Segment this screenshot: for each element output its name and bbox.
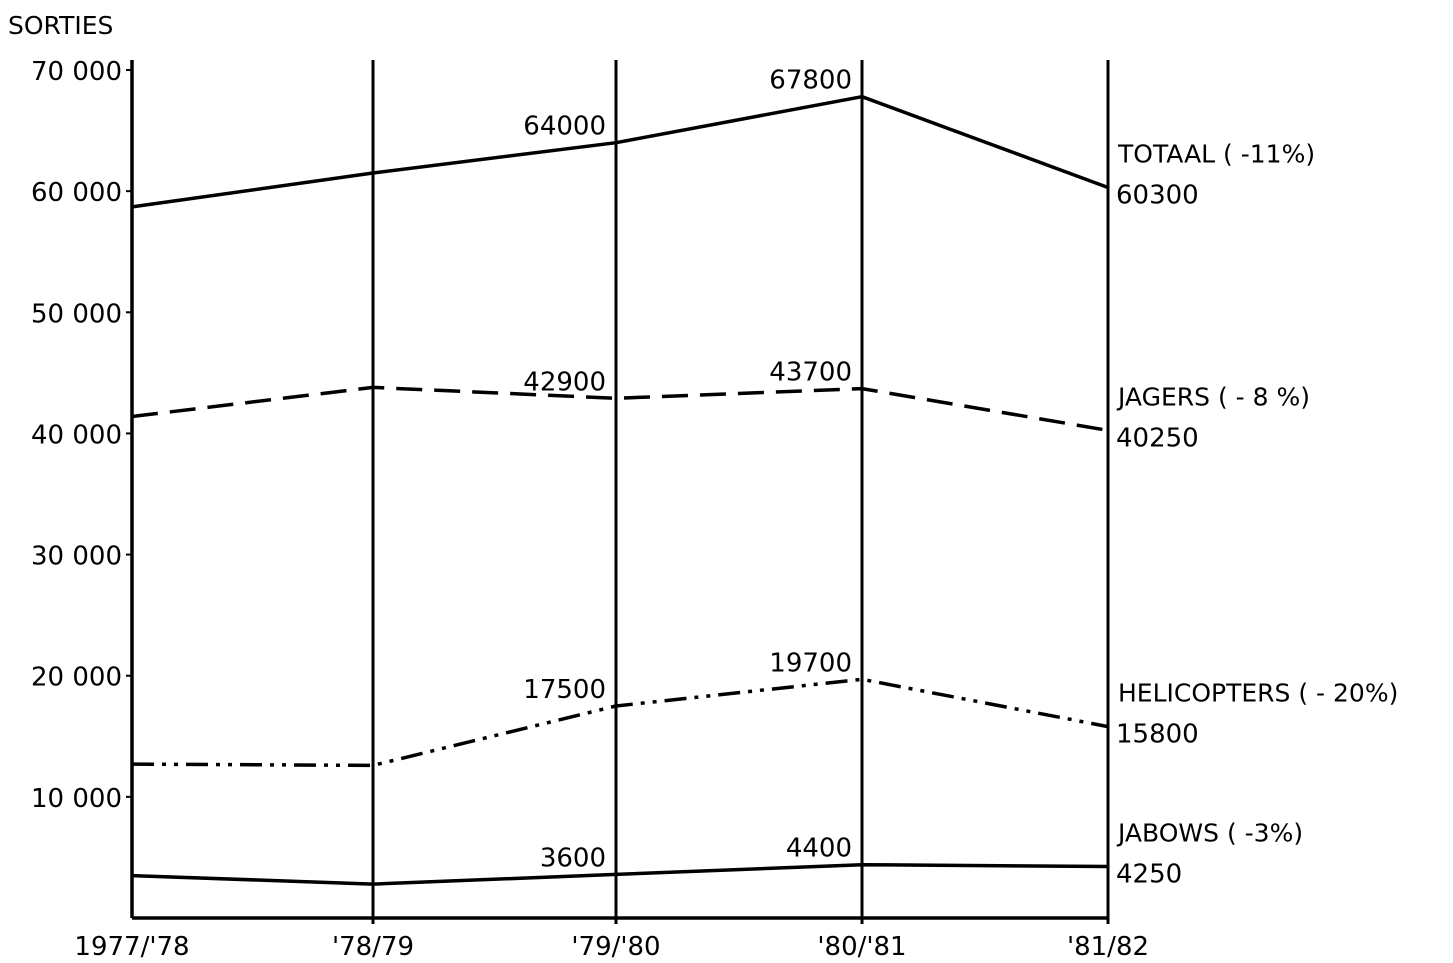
y-tick-label-30000: 30 000 bbox=[31, 542, 122, 572]
point-label-jabows-3: 3600 bbox=[540, 843, 606, 873]
series-line-totaal bbox=[131, 94, 1109, 209]
x-tick-label-4: '80/'81 bbox=[817, 932, 906, 962]
series-legend-jabows: JABOWS ( -3%) bbox=[1116, 819, 1303, 848]
series-line-jagers bbox=[131, 385, 1109, 433]
point-label-helicopters-4: 19700 bbox=[769, 648, 852, 678]
series-line-jabows bbox=[131, 862, 1109, 886]
series-legend-jagers: JAGERS ( - 8 %) bbox=[1116, 382, 1310, 411]
point-label-totaal-4: 67800 bbox=[769, 66, 852, 96]
x-tick-label-5: '81/82 bbox=[1067, 932, 1149, 962]
point-label-jagers-4: 43700 bbox=[769, 358, 852, 388]
y-tick-label-20000: 20 000 bbox=[31, 663, 122, 693]
point-label-jabows-5: 4250 bbox=[1116, 860, 1182, 890]
y-tick-label-10000: 10 000 bbox=[31, 784, 122, 814]
series-legend-totaal: TOTAAL ( -11%) bbox=[1117, 140, 1315, 169]
y-tick-label-70000: 70 000 bbox=[31, 57, 122, 87]
series-legend-helicopters: HELICOPTERS ( - 20%) bbox=[1118, 679, 1398, 708]
point-label-helicopters-5: 15800 bbox=[1116, 720, 1199, 750]
point-label-totaal-3: 64000 bbox=[523, 112, 606, 142]
point-label-jagers-5: 40250 bbox=[1116, 423, 1199, 453]
x-tick-label-1: 1977/'78 bbox=[74, 932, 189, 962]
point-label-jagers-3: 42900 bbox=[523, 367, 606, 397]
series-line-helicopters bbox=[131, 677, 1109, 768]
x-tick-label-3: '79/'80 bbox=[571, 932, 660, 962]
y-tick-label-40000: 40 000 bbox=[31, 420, 122, 450]
y-tick-label-50000: 50 000 bbox=[31, 299, 122, 329]
point-label-jabows-4: 4400 bbox=[786, 834, 852, 864]
y-tick-label-60000: 60 000 bbox=[31, 178, 122, 208]
point-label-helicopters-3: 17500 bbox=[523, 675, 606, 705]
x-tick-label-2: '78/79 bbox=[332, 932, 414, 962]
point-label-totaal-5: 60300 bbox=[1116, 181, 1199, 211]
y-axis-title: SORTIES bbox=[8, 11, 113, 40]
